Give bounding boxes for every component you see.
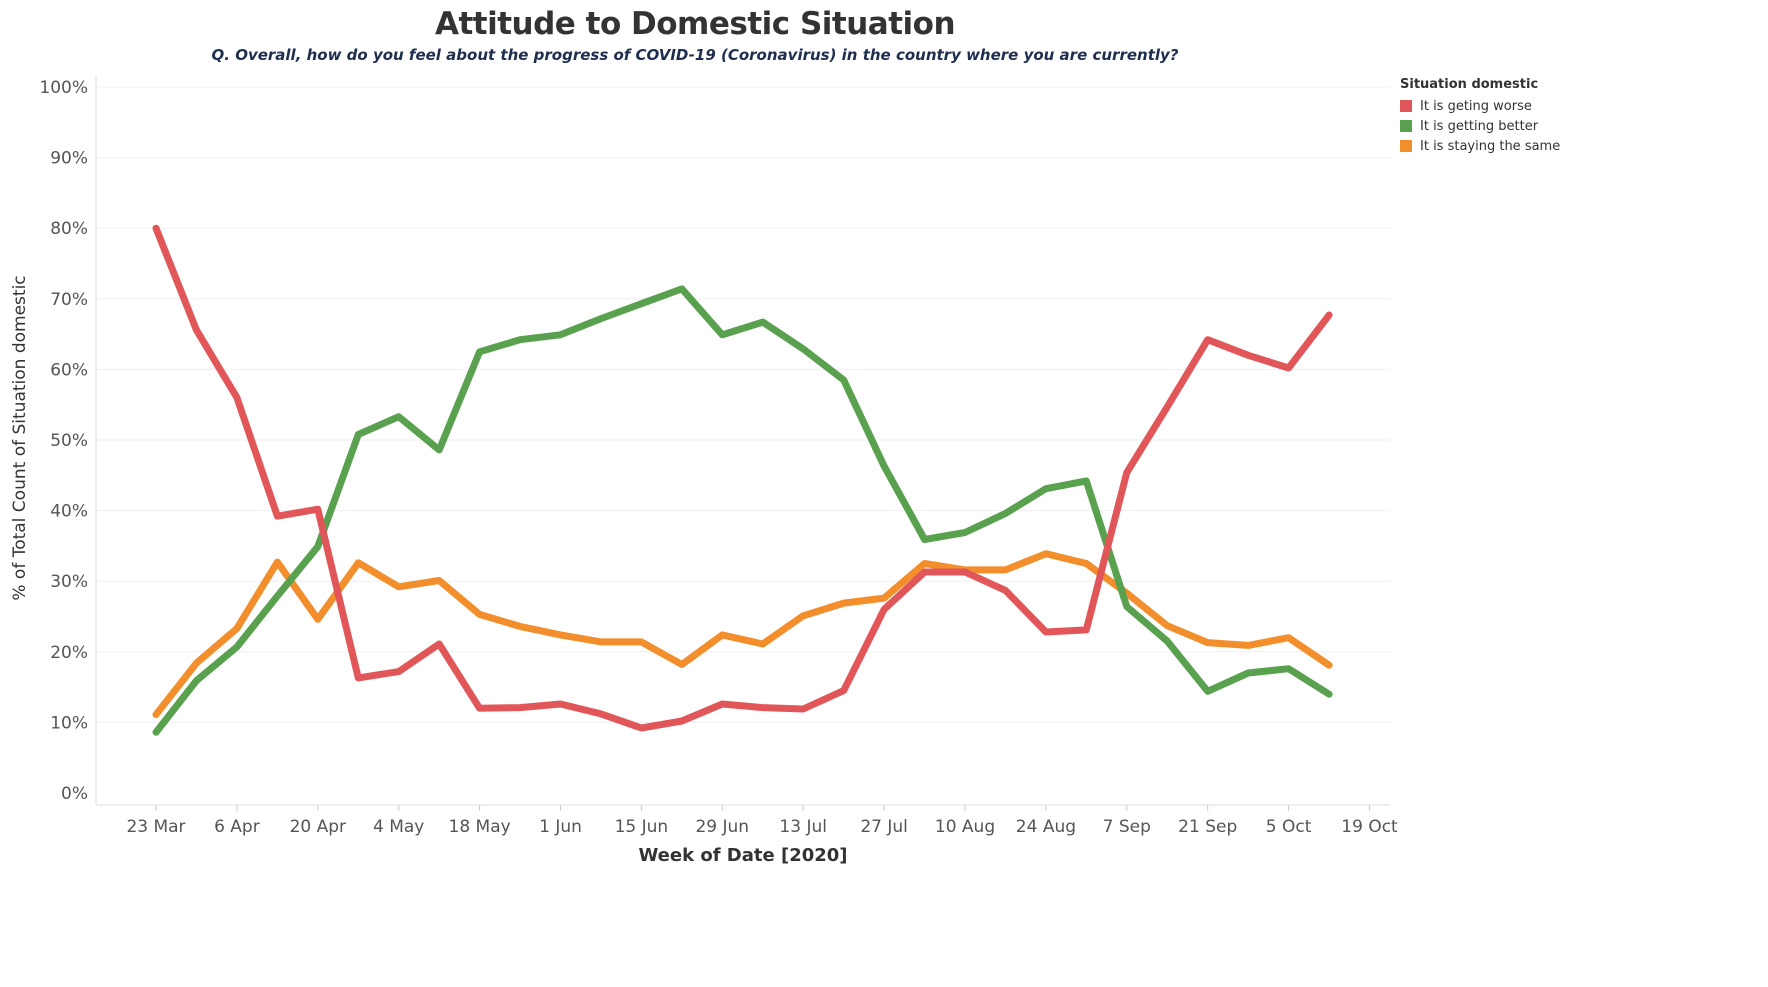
- x-tick-label: 20 Apr: [290, 817, 346, 837]
- gridlines: [96, 86, 1390, 723]
- x-tick-label: 13 Jul: [779, 817, 827, 837]
- legend-swatch: [1400, 100, 1412, 112]
- x-tick-label: 4 May: [373, 817, 424, 837]
- x-tick-label: 21 Sep: [1178, 817, 1237, 837]
- y-tick-label: 60%: [50, 360, 88, 380]
- x-tick-label: 23 Mar: [126, 817, 185, 837]
- series-line-better[interactable]: [152, 285, 1333, 736]
- y-axis-label: % of Total Count of Situation domestic: [10, 275, 30, 601]
- series-line-worse[interactable]: [152, 224, 1333, 732]
- y-tick-label: 100%: [39, 78, 88, 98]
- y-tick-label: 80%: [50, 219, 88, 239]
- x-tick-label: 24 Aug: [1016, 817, 1076, 837]
- y-tick-label: 30%: [50, 572, 88, 592]
- x-tick-label: 15 Jun: [615, 817, 669, 837]
- series-line-same[interactable]: [152, 550, 1333, 719]
- x-tick-label: 29 Jun: [695, 817, 749, 837]
- x-tick-label: 27 Jul: [860, 817, 908, 837]
- legend-title: Situation domestic: [1400, 77, 1539, 92]
- y-tick-labels: 0% 10% 20% 30% 40% 50% 60% 70% 80% 90% 100%: [39, 78, 88, 804]
- y-tick-label: 70%: [50, 290, 88, 310]
- y-tick-label: 10%: [50, 713, 88, 733]
- legend-swatch: [1400, 140, 1412, 152]
- x-tick-label: 5 Oct: [1266, 817, 1312, 837]
- legend-label: It is getting better: [1420, 118, 1539, 134]
- x-tick-label: 18 May: [449, 817, 511, 837]
- x-tick-label: 1 Jun: [539, 817, 582, 837]
- x-tick-label: 7 Sep: [1103, 817, 1151, 837]
- axes: [95, 75, 1390, 811]
- chart-title: Attitude to Domestic Situation: [434, 6, 956, 42]
- legend-swatch: [1400, 120, 1412, 132]
- y-tick-label: 50%: [50, 431, 88, 451]
- x-tick-labels: 23 Mar 6 Apr 20 Apr 4 May 18 May 1 Jun 15 Jun 2…: [126, 817, 1398, 837]
- x-tick-label: 10 Aug: [935, 817, 995, 837]
- legend-item-better[interactable]: It is getting better: [1400, 116, 1560, 136]
- x-tick-label: 19 Oct: [1341, 817, 1398, 837]
- y-tick-label: 0%: [61, 784, 88, 804]
- legend-label: It is staying the same: [1420, 138, 1561, 154]
- x-axis-label: Week of Date [2020]: [638, 845, 848, 866]
- legend-label: It is geting worse: [1420, 98, 1532, 114]
- legend: Situation domestic It is geting worse It…: [1400, 77, 1560, 156]
- y-tick-label: 90%: [50, 149, 88, 169]
- y-tick-label: 20%: [50, 643, 88, 663]
- x-tick-label: 6 Apr: [214, 817, 260, 837]
- legend-item-same[interactable]: It is staying the same: [1400, 136, 1560, 156]
- legend-item-worse[interactable]: It is geting worse: [1400, 96, 1560, 116]
- chart-subtitle: Q. Overall, how do you feel about the pr…: [211, 46, 1179, 64]
- y-tick-label: 40%: [50, 502, 88, 522]
- series-lines: [152, 224, 1333, 736]
